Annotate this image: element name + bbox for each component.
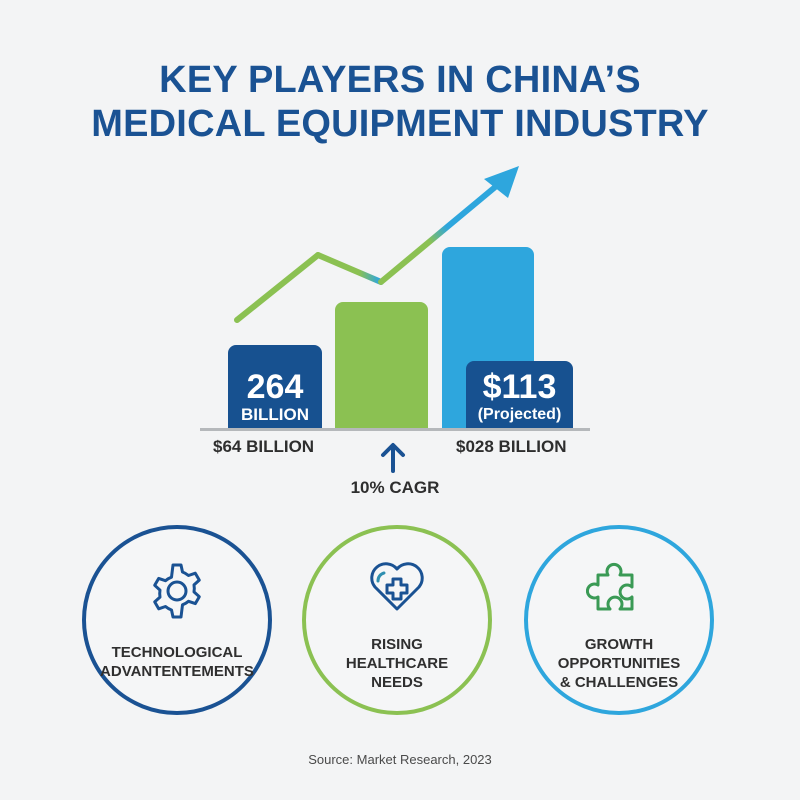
heart-medical-cross-icon xyxy=(370,562,424,611)
feature-technological-advantages: TECHNOLOGICAL ADVANTENTEMENTS xyxy=(82,525,272,715)
bar-right-value-box: $113 (Projected) xyxy=(466,361,573,429)
bar-right-unit: (Projected) xyxy=(477,406,562,423)
gear-icon xyxy=(153,563,201,619)
title-line-1: KEY PLAYERS IN CHINA’S xyxy=(159,59,641,101)
cagr-label: 10% CAGR xyxy=(350,478,440,497)
puzzle-piece-icon xyxy=(586,562,634,611)
page-title: KEY PLAYERS IN CHINA’S MEDICAL EQUIPMENT… xyxy=(0,58,800,146)
bar-left-unit: BILLION xyxy=(241,405,309,424)
bar-left-value-box: 264 BILLION xyxy=(228,345,322,429)
feature-label: TECHNOLOGICAL ADVANTENTEMENTS xyxy=(100,644,254,680)
growth-chart: 264 BILLION $113 (Projected) $64 BILLION… xyxy=(200,166,590,497)
trend-arrow-icon xyxy=(234,166,519,323)
arrow-up-icon xyxy=(381,443,405,473)
chart-baseline xyxy=(200,428,590,431)
feature-growth-opportunities: GROWTH OPPORTUNITIES & CHALLENGES xyxy=(524,525,714,715)
bar-left-label: $64 BILLION xyxy=(213,437,315,456)
bar-middle xyxy=(335,302,428,429)
bar-right-value: $113 xyxy=(482,368,557,406)
title-line-2: MEDICAL EQUIPMENT INDUSTRY xyxy=(91,103,709,145)
feature-label: GROWTH OPPORTUNITIES & CHALLENGES xyxy=(557,636,681,691)
feature-rising-healthcare-needs: RISING HEALTHCARE NEEDS xyxy=(302,525,492,715)
source-note: Source: Market Research, 2023 xyxy=(308,752,492,767)
bar-right-label: $028 BILLION xyxy=(456,437,567,456)
feature-label: RISING HEALTHCARE NEEDS xyxy=(345,636,449,691)
bar-left-value: 264 xyxy=(246,368,304,406)
